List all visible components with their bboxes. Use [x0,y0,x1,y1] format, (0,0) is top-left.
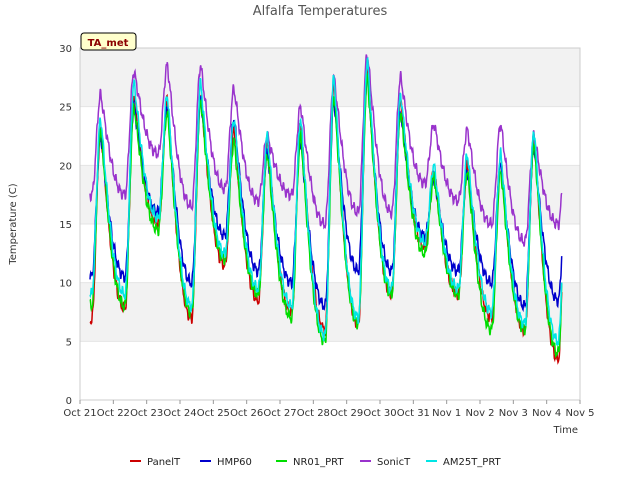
ta-met-badge: TA_met [80,32,137,51]
y-tick-label: 30 [59,44,72,55]
x-axis-label: Time [553,425,578,436]
grid-band [80,282,580,342]
y-tick-label: 25 [59,103,72,114]
legend-label: NR01_PRT [293,457,344,468]
legend-label: PanelT [147,457,181,468]
grid-band [80,48,580,107]
plot-frame [79,47,581,401]
y-tick-label: 20 [59,161,72,172]
x-tick-label: Oct 23 [130,408,163,419]
legend-label: HMP60 [217,457,252,468]
x-tick-label: Oct 27 [263,408,296,419]
x-tick-label: Nov 5 [565,408,594,419]
y-tick-label: 0 [66,396,72,407]
y-axis-ticks: 0 5 10 15 20 25 30 [59,44,72,407]
series-layer [89,54,563,365]
x-tick-label: Oct 29 [330,408,363,419]
grid-band [80,341,580,400]
chart-title: Alfalfa Temperatures [253,4,388,19]
y-tick-label: 5 [66,337,72,348]
x-tick-label: Oct 30 [363,408,396,419]
x-tick-label: Nov 3 [499,408,528,419]
legend: PanelT HMP60 NR01_PRT SonicT AM25T_PRT [130,457,502,468]
y-tick-label: 10 [59,279,72,290]
y-axis-label: Temperature (C) [8,183,19,265]
x-tick-label: Oct 21 [63,408,96,419]
x-axis-ticks: Oct 21 Oct 22 Oct 23 Oct 24 Oct 25 Oct 26 Oct … [63,400,595,419]
series-line-am25t_prt [89,56,563,346]
x-tick-label: Nov 4 [532,408,561,419]
ta-met-badge-label: TA_met [88,38,129,49]
x-tick-label: Oct 22 [97,408,130,419]
series-line-nr01_prt [89,72,563,359]
legend-label: AM25T_PRT [443,457,502,468]
legend-label: SonicT [377,457,411,468]
x-tick-label: Oct 31 [397,408,430,419]
x-tick-label: Nov 2 [465,408,494,419]
x-tick-label: Oct 24 [163,408,196,419]
x-tick-label: Oct 26 [230,408,263,419]
series-line-sonict [89,54,563,247]
x-tick-label: Oct 28 [297,408,330,419]
y-tick-label: 15 [59,220,72,231]
x-tick-label: Oct 25 [197,408,230,419]
x-tick-label: Nov 1 [432,408,461,419]
